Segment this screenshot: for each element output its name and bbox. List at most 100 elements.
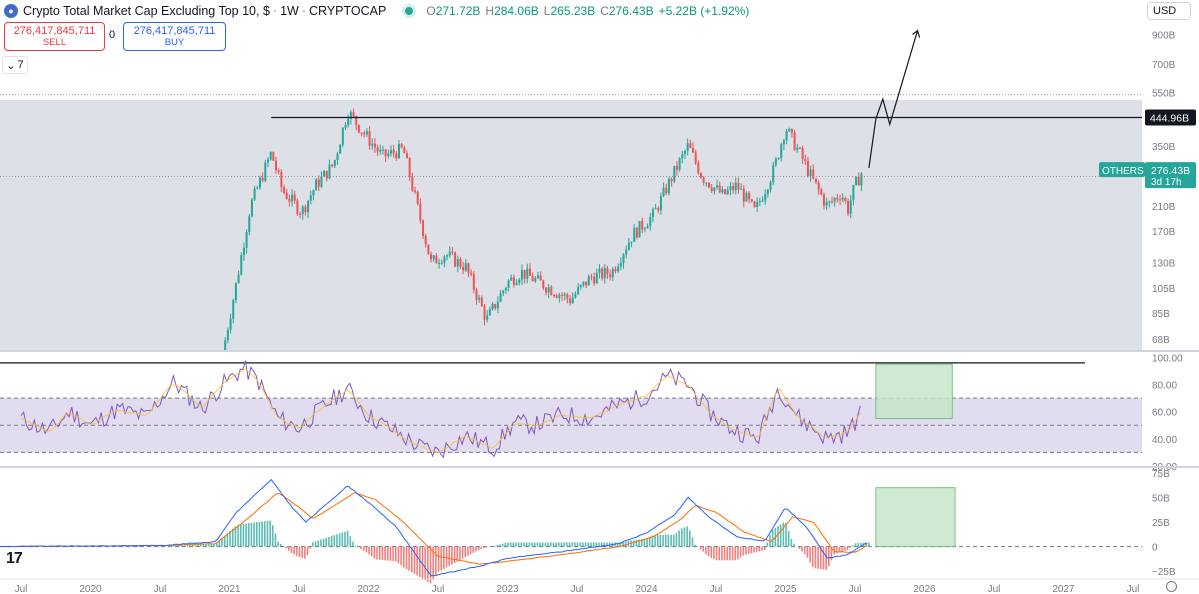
candle-body (582, 281, 585, 285)
x-axis-tick: Jul (432, 584, 445, 594)
macd-histogram-bar (785, 522, 787, 547)
macd-histogram-bar (298, 546, 301, 558)
candle-body (432, 255, 435, 260)
settings-gear-icon[interactable] (1166, 581, 1177, 592)
tradingview-logo-icon[interactable]: 17 (6, 550, 23, 567)
candle-body (788, 128, 791, 132)
macd-histogram-bar (357, 546, 360, 548)
candle-body (283, 187, 286, 193)
macd-histogram-bar (437, 546, 440, 572)
macd-histogram-bar (223, 535, 226, 547)
candle-body (686, 143, 689, 152)
currency-select[interactable]: USD (1147, 2, 1191, 20)
macd-histogram-bar (290, 546, 293, 553)
macd-histogram-bar (181, 545, 183, 547)
macd-histogram-bar (263, 521, 266, 547)
ohlc-item: C276.43B (600, 4, 653, 18)
macd-histogram-bar (504, 542, 507, 547)
countdown-label: 3d 17h (1151, 177, 1182, 188)
candle-body (716, 185, 719, 188)
symbol-title[interactable]: Crypto Total Market Cap Excluding Top 10… (23, 4, 270, 18)
macd-histogram-bar (405, 546, 408, 570)
macd-histogram-bar (525, 542, 528, 547)
indicators-collapse-button[interactable]: ⌄ 7 (2, 56, 28, 74)
macd-histogram-bar (654, 534, 656, 547)
candle-body (721, 189, 724, 193)
macd-histogram-bar (841, 546, 843, 552)
candle-body (566, 294, 569, 299)
ohlc-key: H (485, 4, 495, 18)
macd-histogram-bar (846, 546, 849, 550)
macd-histogram-bar (250, 522, 253, 547)
macd-histogram-bar (753, 546, 755, 553)
candle-body (622, 254, 625, 263)
macd-histogram-bar (555, 542, 557, 547)
macd-histogram-bar (619, 542, 622, 547)
candle-body (237, 274, 240, 283)
macd-histogram-bar (536, 542, 539, 547)
rsi-axis-tick: 40.00 (1152, 435, 1177, 446)
macd-histogram-bar (370, 546, 373, 557)
candle-body (336, 153, 339, 161)
candle-body (745, 192, 748, 202)
ohlc-readout: O271.72B H284.06B L265.23B C276.43B +5.22B (… (426, 4, 749, 18)
candle-body (643, 228, 646, 230)
x-axis-tick: 2027 (1052, 584, 1075, 594)
macd-histogram-bar (360, 546, 362, 549)
macd-histogram-bar (531, 542, 533, 547)
candle-body (331, 164, 334, 167)
macd-histogram-bar (186, 545, 189, 547)
candle-body (633, 227, 636, 242)
candle-body (569, 298, 572, 304)
macd-histogram-bar (202, 544, 205, 547)
candle-body (405, 153, 408, 159)
candle-body (454, 252, 457, 267)
macd-histogram-bar (215, 542, 218, 547)
candle-body (798, 147, 801, 149)
macd-histogram-bar (368, 546, 370, 555)
candle-body (435, 255, 438, 264)
macd-histogram-bar (523, 542, 525, 547)
interval-label[interactable]: 1W (280, 4, 299, 18)
sell-button[interactable]: 276,417,845,711 SELL (4, 22, 105, 51)
candle-body (440, 262, 443, 264)
candle-body (595, 272, 598, 284)
candle-body (836, 198, 839, 200)
candle-body (649, 216, 652, 227)
candle-body (448, 251, 451, 256)
candle-body (606, 268, 609, 275)
candle-body (724, 189, 727, 195)
macd-histogram-bar (411, 546, 413, 573)
buy-button[interactable]: 276,417,845,711 BUY (123, 22, 226, 51)
x-axis-tick: Jul (293, 584, 306, 594)
sell-price: 276,417,845,711 (13, 24, 96, 37)
candle-body (774, 158, 777, 166)
macd-histogram-bar (483, 546, 485, 549)
price-axis-tick: 170B (1152, 227, 1176, 238)
candle-body (256, 187, 259, 189)
macd-histogram-bar (175, 545, 178, 547)
candle-body (323, 170, 326, 177)
candle-body (491, 303, 494, 310)
macd-histogram-bar (306, 546, 309, 556)
macd-histogram-bar (563, 542, 565, 547)
macd-histogram-bar (643, 538, 646, 547)
macd-histogram-bar (402, 546, 405, 568)
macd-histogram-bar (574, 542, 576, 547)
candle-body (734, 182, 737, 191)
candle-body (384, 149, 387, 157)
candle-body (742, 188, 745, 202)
chevron-down-icon: ⌄ (6, 59, 16, 72)
candle-body (403, 147, 406, 154)
candle-body (726, 190, 729, 195)
ohlc-item: O271.72B (426, 4, 480, 18)
macd-histogram-bar (686, 526, 688, 547)
candle-body (748, 192, 751, 200)
macd-histogram-bar (721, 546, 723, 561)
macd-histogram-bar (571, 542, 573, 547)
candle-body (603, 268, 606, 279)
macd-histogram-bar (189, 545, 191, 547)
macd-histogram-bar (440, 546, 443, 571)
